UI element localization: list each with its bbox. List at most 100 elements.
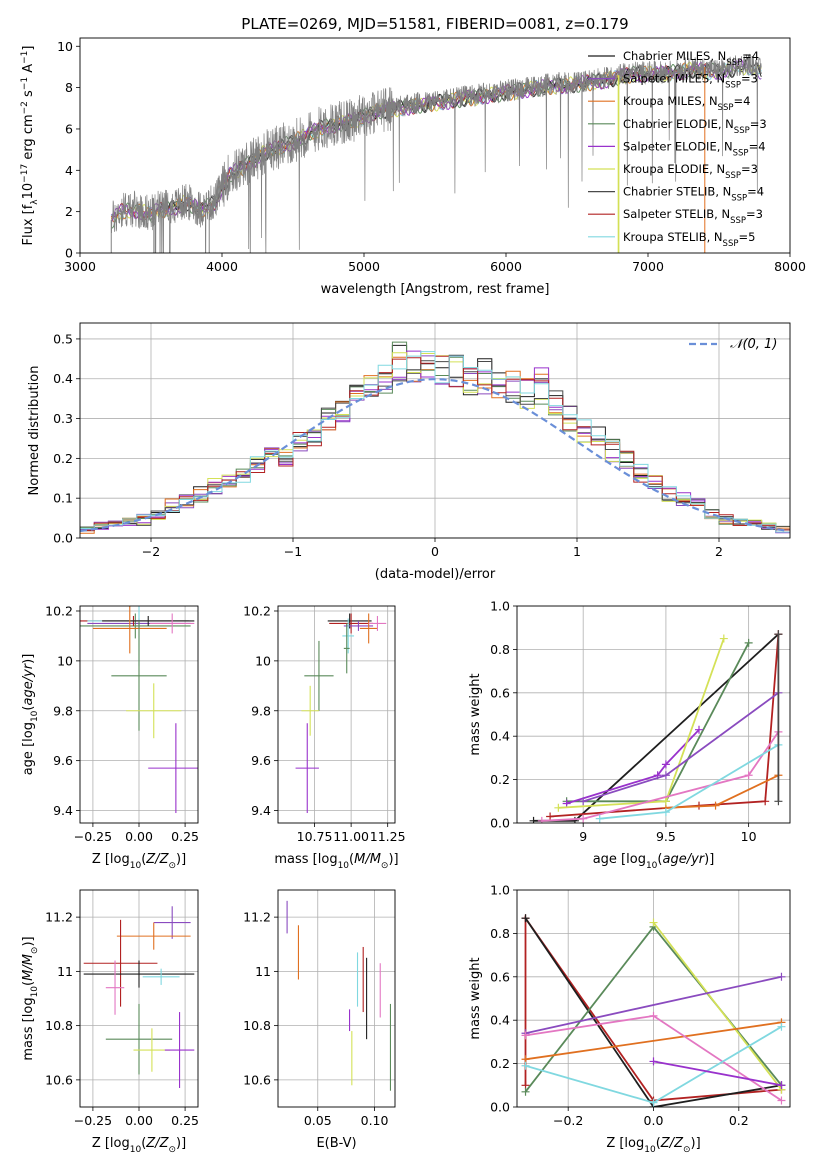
x-tick-label: 4000 [206,259,238,274]
axes-frame [516,605,791,824]
weight-marker [744,771,753,780]
x-axis-label: Z [log10(Z/Z⊙)] [92,1136,186,1155]
y-tick-label: 10 [255,653,271,668]
figure-title: PLATE=0269, MJD=51581, FIBERID=0081, z=0… [241,15,628,33]
x-tick-label: 6000 [490,259,522,274]
data-point [329,613,374,634]
plot-area [517,890,790,1107]
y-tick-label: 9.6 [53,753,73,768]
y-tick-label: 0.2 [490,1056,510,1071]
data-spectrum [110,53,762,253]
y-tick-label: 0.3 [53,411,73,426]
data-point [342,618,355,654]
weight-line [582,692,779,803]
weight-marker [661,760,670,769]
y-tick-label: 0.4 [53,371,73,386]
y-tick-label: 10.2 [45,603,73,618]
weight-line [524,917,782,1107]
plot-area [278,606,395,823]
normal-curve [80,378,788,533]
plot-area [110,53,762,253]
y-tick-label: 0.2 [53,451,73,466]
y-tick-label: 10.2 [243,603,271,618]
x-tick-label: 8000 [774,259,806,274]
plot-area [80,890,198,1107]
weight-marker [554,803,563,812]
weight-line [525,1021,782,1061]
legend-label: 𝒩(0, 1) [730,337,777,352]
y-tick-label: 0.5 [53,331,73,346]
weight-line [653,1060,782,1087]
y-tick-label: 10.8 [45,1018,73,1033]
weight-marker [649,918,658,927]
y-axis-label: age [log10(age/yr)] [21,654,40,776]
x-tick-label: 0.05 [304,1113,332,1128]
y-tick-label: 10 [57,39,73,54]
axes-frame [277,889,396,1108]
data-point [359,613,378,644]
age-vs-metallicity-panel: −0.25 0.00 0.25 9.4 9.6 9.8 10 10.2 Z [log10(Z/Z… [21,603,199,871]
data-point [105,1003,173,1075]
x-tick-label: −0.25 [74,1113,112,1128]
data-point [148,723,198,814]
weight-marker [761,797,770,806]
y-tick-label: 11.2 [45,910,73,925]
data-point [116,922,191,950]
weight-marker [537,816,546,823]
weight-marker [777,1022,786,1031]
mass-vs-ebv-panel: 0.05 0.10 10.6 10.8 11 11.2 E(B-V) [243,889,396,1151]
y-tick-label: 0.6 [490,969,510,984]
weight-marker [595,814,604,823]
weight-marker [579,797,588,806]
x-tick-label: 11.25 [370,829,406,844]
legend-label: Kroupa MILES, NSSP=4 [623,94,750,113]
weight-marker [719,634,728,643]
y-tick-label: 10 [57,653,73,668]
spectrum-panel: 3000 4000 5000 6000 7000 8000 0 2 4 6 8 10 Chabrier … [20,37,806,297]
weight-marker [777,1096,786,1105]
legend-label: Salpeter STELIB, NSSP=3 [623,207,763,226]
x-tick-label: 0.10 [361,1113,389,1128]
y-tick-label: 11.2 [243,910,271,925]
weight-vs-age-panel: 9 9.5 10 0.0 0.2 0.4 0.6 0.8 1.0 age [log10(age/y… [468,599,791,871]
x-tick-label: 0.00 [125,829,153,844]
histogram-step-8 [80,351,790,533]
weight-vs-metallicity-panel: −0.2 0.0 0.2 0.0 0.2 0.4 0.6 0.8 1.0 Z [log10(Z/Z… [468,883,791,1155]
y-axis-label: Normed distribution [27,366,42,496]
weight-line [566,729,700,805]
weight-marker [570,816,579,823]
weight-marker [579,814,588,823]
x-tick-label: 9 [579,829,587,844]
weight-marker [521,1061,530,1070]
y-tick-label: 0.1 [53,491,73,506]
y-tick-label: 10.6 [243,1072,271,1087]
x-tick-label: 3000 [64,259,96,274]
legend: Chabrier MILES, NSSP=4 Salpeter MILES, NS… [588,49,767,249]
y-tick-label: 11 [255,964,271,979]
x-tick-label: 0.00 [125,1113,153,1128]
x-axis-label: (data-model)/error [375,567,496,582]
x-tick-label: 9.5 [656,829,676,844]
x-tick-label: −0.25 [74,829,112,844]
y-tick-label: 0.2 [490,772,510,787]
weight-marker [529,816,538,823]
y-tick-label: 2 [65,204,73,219]
legend-label: Chabrier ELODIE, NSSP=3 [623,117,767,136]
y-tick-label: 8 [65,80,73,95]
y-tick-label: 0.8 [490,642,510,657]
data-point [105,960,125,1015]
residuals-panel: −2 −1 0 1 2 0.0 0.1 0.2 0.3 0.4 0.5 𝒩(0, 1) (data-mo… [27,322,791,582]
weight-marker [774,630,783,639]
y-tick-label: 4 [65,163,73,178]
y-axis-label: mass weight [468,957,483,1039]
weight-marker [649,1011,658,1020]
data-point [301,685,319,736]
weight-marker [744,638,753,647]
legend-label: Chabrier STELIB, NSSP=4 [623,185,764,204]
age-vs-mass-panel: 10.75 11.00 11.25 9.4 9.6 9.8 10 10.2 mass [log1… [243,603,405,871]
data-point [102,615,195,626]
x-tick-label: 2 [715,544,723,559]
legend-label: Kroupa ELODIE, NSSP=3 [623,162,758,181]
y-tick-label: 10.8 [243,1018,271,1033]
data-point [343,623,350,674]
